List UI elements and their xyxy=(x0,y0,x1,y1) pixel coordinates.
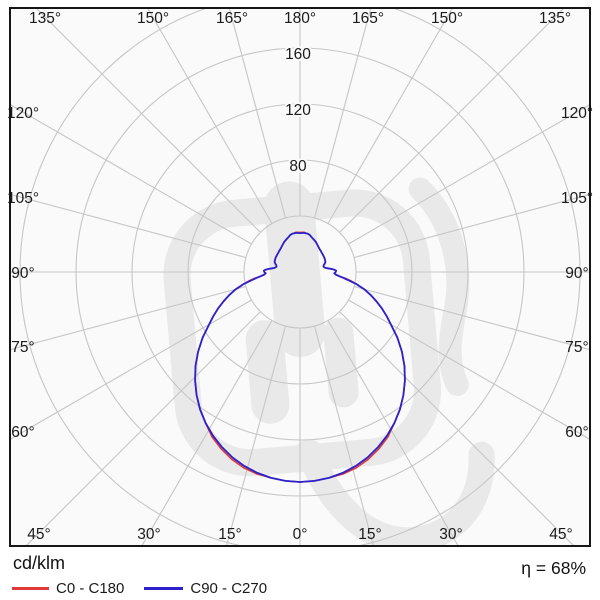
grid-spoke xyxy=(348,103,590,245)
angle-tick-label: 150° xyxy=(137,10,169,27)
grid-spoke xyxy=(353,285,590,351)
angle-tick-label: 15° xyxy=(358,526,381,543)
grid-spoke xyxy=(25,311,261,546)
radial-tick-label: 120 xyxy=(285,102,311,119)
angle-tick-label: 30° xyxy=(439,526,462,543)
radial-tick-label: 80 xyxy=(289,158,307,175)
angle-tick-label: 90° xyxy=(11,265,34,282)
grid-spoke xyxy=(313,8,372,219)
legend-swatch-c90-c270 xyxy=(144,587,184,590)
grid-spoke xyxy=(146,8,273,224)
grid-spoke xyxy=(228,8,287,219)
grid-spoke xyxy=(353,193,590,259)
angle-tick-label: 45° xyxy=(549,526,572,543)
angle-tick-label: 60° xyxy=(565,424,588,441)
radial-tick-label: 160 xyxy=(285,46,311,63)
grid-spoke xyxy=(313,325,375,546)
angle-tick-label: 105° xyxy=(561,190,593,207)
grid-spoke xyxy=(327,8,454,224)
chart-units-label: cd/klm xyxy=(13,553,66,573)
grid-spoke xyxy=(35,8,261,233)
grid-spoke xyxy=(225,325,287,546)
grid-spoke xyxy=(10,193,247,259)
grid-spoke xyxy=(10,299,252,441)
chart-legend: C0 - C180 C90 - C270 xyxy=(12,580,267,597)
legend-label-c0-c180: C0 - C180 xyxy=(56,580,125,597)
angle-tick-label: 180° xyxy=(284,10,316,27)
efficiency-label: η = 68% xyxy=(521,558,586,578)
angle-tick-label: 90° xyxy=(565,265,588,282)
grid-spoke xyxy=(141,320,273,546)
grid-spoke xyxy=(339,311,575,546)
angle-tick-label: 165° xyxy=(352,10,384,27)
angle-tick-label: 165° xyxy=(216,10,248,27)
grid-spoke xyxy=(339,8,565,233)
grid-spoke xyxy=(10,103,252,245)
legend-swatch-c0-c180 xyxy=(12,587,49,590)
angle-tick-label: 45° xyxy=(27,526,50,543)
angle-tick-label: 75° xyxy=(565,339,588,356)
angle-tick-label: 15° xyxy=(218,526,241,543)
angle-tick-label: 60° xyxy=(11,424,34,441)
chart-frame xyxy=(9,7,591,547)
grid-spoke xyxy=(348,299,590,441)
angle-tick-label: 120° xyxy=(7,105,39,122)
legend-label-c90-c270: C90 - C270 xyxy=(190,580,268,597)
angle-tick-label: 30° xyxy=(137,526,160,543)
watermark-logo xyxy=(163,177,495,546)
grid-spoke xyxy=(327,320,459,546)
angle-tick-label: 135° xyxy=(539,10,571,27)
angle-tick-label: 75° xyxy=(11,339,34,356)
grid-spoke xyxy=(10,285,247,351)
angle-tick-label: 120° xyxy=(561,105,593,122)
angle-tick-label: 135° xyxy=(29,10,61,27)
angle-tick-label: 0° xyxy=(293,526,308,543)
curve-c90-c270 xyxy=(194,232,406,483)
angle-tick-label: 150° xyxy=(431,10,463,27)
angle-tick-label: 105° xyxy=(7,190,39,207)
